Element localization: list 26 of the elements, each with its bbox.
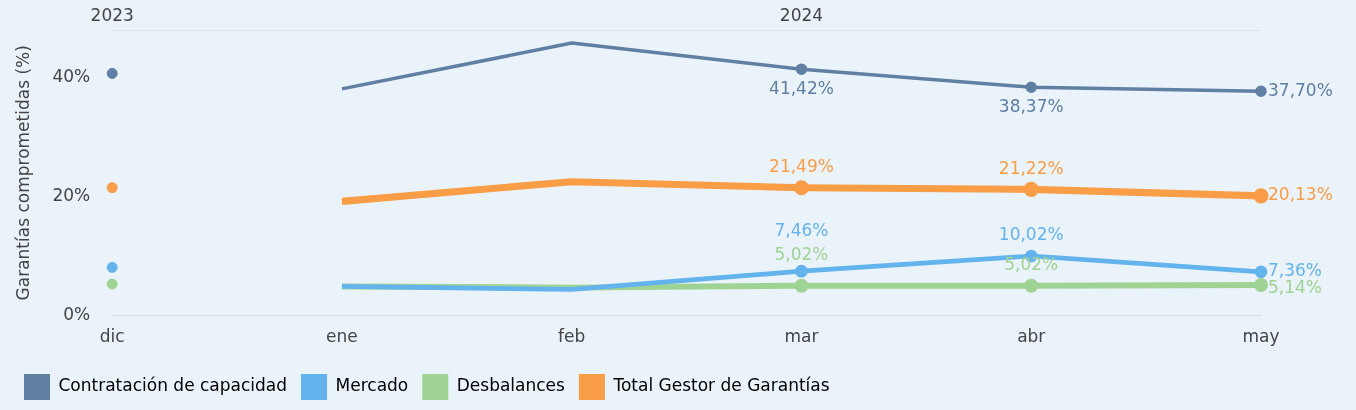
x-tick-label: dic	[99, 326, 125, 347]
data-label: 5,02%	[1004, 254, 1059, 275]
data-label: 7,46%	[774, 219, 829, 240]
x-tick-label: abr	[1017, 326, 1046, 347]
y-axis-title: Garantías comprometidas (%)	[12, 45, 33, 301]
data-label: 10,02%	[998, 224, 1064, 245]
legend-label: Mercado	[335, 375, 409, 396]
data-label: 41,42%	[769, 77, 834, 98]
data-label: 5,02%	[774, 243, 829, 264]
data-label: 21,49%	[769, 156, 834, 177]
data-label: 37,70%	[1268, 79, 1333, 100]
y-tick-label: 20%	[52, 185, 91, 206]
legend-label: Total Gestor de Garantías	[612, 375, 830, 396]
x-tick-label: mar	[784, 326, 819, 347]
text: 2023	[90, 5, 134, 26]
data-label: 38,37%	[998, 95, 1064, 116]
data-label: 20,13%	[1268, 184, 1333, 205]
y-tick-label: 0%	[63, 304, 91, 325]
x-tick-label: ene	[326, 326, 358, 347]
legend-label: Contratación de capacidad	[58, 375, 288, 396]
text: 2024	[779, 5, 824, 26]
legend-label: Desbalances	[456, 375, 566, 396]
data-label: 21,22%	[998, 157, 1064, 178]
y-tick-label: 40%	[52, 66, 91, 87]
x-tick-label: may	[1242, 326, 1280, 347]
x-tick-label: feb	[558, 326, 586, 347]
